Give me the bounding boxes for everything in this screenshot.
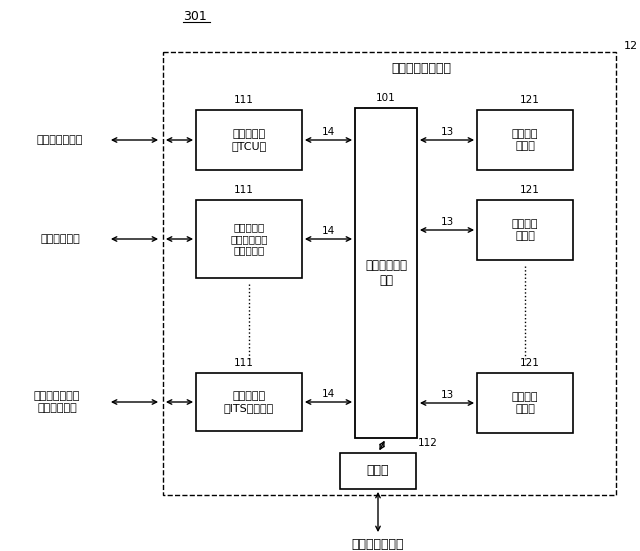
Text: バス接続
装置群: バス接続 装置群	[512, 392, 538, 414]
Text: 車載通信機
（近距離無線
端末装置）: 車載通信機 （近距離無線 端末装置）	[230, 223, 268, 256]
Bar	[477, 110, 573, 170]
Text: 111: 111	[234, 185, 254, 195]
Text: 13: 13	[440, 217, 454, 227]
Text: ゲートウェイ
装置: ゲートウェイ 装置	[365, 259, 407, 287]
Bar	[340, 453, 416, 489]
Text: 121: 121	[520, 95, 540, 105]
Text: 101: 101	[376, 93, 396, 103]
Text: 301: 301	[183, 10, 207, 24]
Text: 13: 13	[440, 390, 454, 400]
Text: 14: 14	[322, 389, 335, 399]
Text: 13: 13	[440, 127, 454, 137]
Text: ポート: ポート	[367, 464, 389, 478]
Text: 14: 14	[322, 226, 335, 236]
Text: バス接続
装置群: バス接続 装置群	[512, 129, 538, 151]
Text: 路側機等または
他の車載端末: 路側機等または 他の車載端末	[34, 391, 80, 413]
Bar	[477, 373, 573, 433]
Text: 14: 14	[322, 127, 335, 137]
Text: 無線端末装置: 無線端末装置	[40, 234, 80, 244]
Bar	[196, 373, 302, 431]
Bar	[163, 52, 616, 495]
Text: 12: 12	[624, 41, 638, 51]
Text: 111: 111	[234, 358, 254, 368]
Text: 121: 121	[520, 358, 540, 368]
Bar	[355, 108, 417, 438]
Text: 111: 111	[234, 95, 254, 105]
Text: 車載通信機
（ITS無線機）: 車載通信機 （ITS無線機）	[224, 391, 274, 413]
Bar	[196, 200, 302, 278]
Text: 整備用端末装置: 整備用端末装置	[352, 538, 404, 551]
Bar	[196, 110, 302, 170]
Text: 121: 121	[520, 185, 540, 195]
Text: 車載ネットワーク: 車載ネットワーク	[391, 62, 451, 74]
Text: 無線基地局装置: 無線基地局装置	[37, 135, 83, 145]
Text: 車載通信機
（TCU）: 車載通信機 （TCU）	[232, 129, 267, 151]
Bar	[477, 200, 573, 260]
Text: バス接続
装置群: バス接続 装置群	[512, 219, 538, 241]
Text: 112: 112	[418, 438, 438, 448]
